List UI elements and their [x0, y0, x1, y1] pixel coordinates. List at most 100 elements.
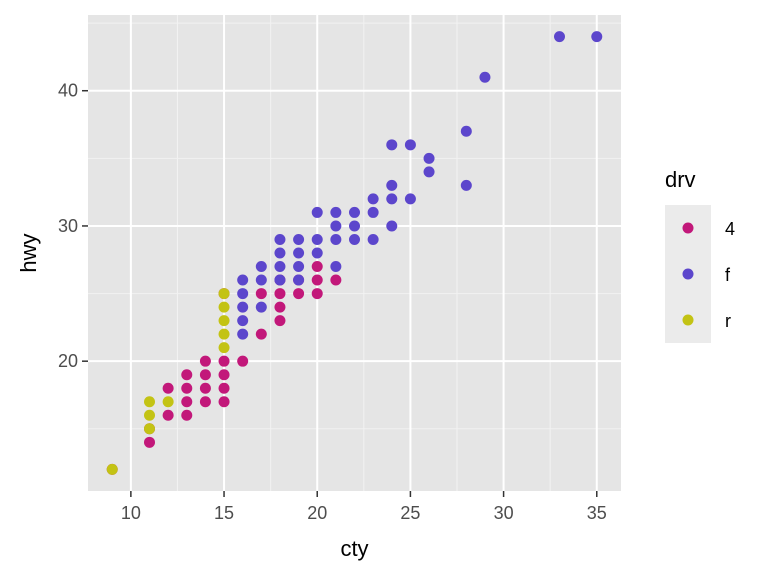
grid-major — [88, 15, 621, 491]
data-point-f — [330, 206, 342, 218]
data-point-f — [423, 152, 435, 164]
data-point-f — [386, 193, 398, 205]
data-point-r — [218, 315, 230, 327]
data-point-4 — [311, 288, 323, 300]
data-point-f — [404, 139, 416, 151]
data-point-4 — [218, 382, 230, 394]
legend-label-4: 4 — [725, 219, 735, 239]
x-axis-title: cty — [340, 536, 368, 561]
data-point-4 — [144, 436, 155, 448]
y-tick-label: 30 — [58, 216, 78, 236]
data-point-f — [274, 274, 286, 286]
data-point-f — [311, 247, 323, 259]
data-point-f — [591, 31, 603, 43]
data-point-4 — [274, 288, 286, 300]
legend-title: drv — [665, 167, 696, 192]
legend: drv 4 f r — [665, 167, 735, 343]
data-point-f — [255, 301, 267, 313]
data-point-4 — [181, 369, 193, 381]
data-point-f — [293, 261, 305, 273]
data-point-f — [367, 193, 379, 205]
data-point-4 — [181, 396, 193, 408]
data-point-f — [311, 233, 323, 245]
data-point-4 — [330, 274, 342, 286]
legend-label-f: f — [725, 265, 731, 285]
data-point-r — [144, 409, 155, 421]
data-point-4 — [274, 315, 286, 327]
data-point-4 — [199, 369, 211, 381]
data-point-f — [554, 31, 565, 43]
x-tick-label: 30 — [494, 503, 514, 523]
data-point-4 — [311, 274, 323, 286]
legend-label-r: r — [725, 311, 731, 331]
data-point-4 — [218, 369, 230, 381]
data-point-f — [386, 139, 398, 151]
data-point-f — [311, 206, 323, 218]
data-point-f — [255, 261, 267, 273]
data-point-f — [330, 220, 342, 232]
data-point-4 — [199, 382, 211, 394]
data-point-f — [349, 206, 360, 218]
data-point-f — [255, 274, 267, 286]
data-point-r — [218, 342, 230, 354]
data-point-r — [144, 396, 155, 408]
data-point-4 — [311, 261, 323, 273]
data-point-4 — [181, 409, 193, 421]
data-point-r — [162, 396, 174, 408]
grid-minor — [88, 15, 621, 491]
data-point-f — [237, 328, 249, 340]
data-point-f — [274, 233, 286, 245]
points-layer — [106, 31, 603, 475]
data-point-f — [237, 274, 249, 286]
data-point-4 — [162, 382, 174, 394]
data-point-f — [293, 247, 305, 259]
data-point-f — [386, 179, 398, 191]
data-point-f — [460, 125, 472, 137]
data-point-f — [349, 220, 360, 232]
data-point-4 — [218, 396, 230, 408]
x-tick-label: 25 — [400, 503, 420, 523]
data-point-4 — [255, 288, 267, 300]
data-point-f — [237, 288, 249, 300]
y-tick-label: 40 — [58, 81, 78, 101]
data-point-4 — [218, 355, 230, 367]
data-point-f — [460, 179, 472, 191]
x-tick-label: 10 — [121, 503, 141, 523]
data-point-4 — [199, 396, 211, 408]
data-point-4 — [274, 301, 286, 313]
data-point-r — [218, 288, 230, 300]
data-point-r — [218, 328, 230, 340]
data-point-f — [330, 233, 342, 245]
data-point-f — [330, 261, 342, 273]
data-point-f — [479, 71, 491, 83]
data-point-f — [293, 233, 305, 245]
data-point-4 — [162, 409, 174, 421]
data-point-f — [404, 193, 416, 205]
data-point-f — [274, 261, 286, 273]
data-point-4 — [237, 355, 249, 367]
data-point-f — [386, 220, 398, 232]
x-tick-label: 20 — [307, 503, 327, 523]
x-tick-label: 35 — [587, 503, 607, 523]
data-point-f — [423, 166, 435, 178]
data-point-4 — [293, 288, 305, 300]
data-point-r — [144, 423, 155, 435]
plot-panel — [88, 15, 621, 491]
data-point-f — [274, 247, 286, 259]
data-point-4 — [199, 355, 211, 367]
data-point-f — [237, 301, 249, 313]
data-point-f — [293, 274, 305, 286]
data-point-f — [349, 233, 360, 245]
x-axis: 10 15 20 25 30 35 — [121, 491, 607, 523]
legend-key-f — [682, 268, 694, 280]
x-tick-label: 15 — [214, 503, 234, 523]
data-point-f — [367, 233, 379, 245]
y-tick-label: 20 — [58, 351, 78, 371]
data-point-r — [106, 463, 118, 475]
data-point-r — [218, 301, 230, 313]
legend-key-r — [682, 314, 694, 326]
data-point-f — [367, 206, 379, 218]
data-point-4 — [181, 382, 193, 394]
